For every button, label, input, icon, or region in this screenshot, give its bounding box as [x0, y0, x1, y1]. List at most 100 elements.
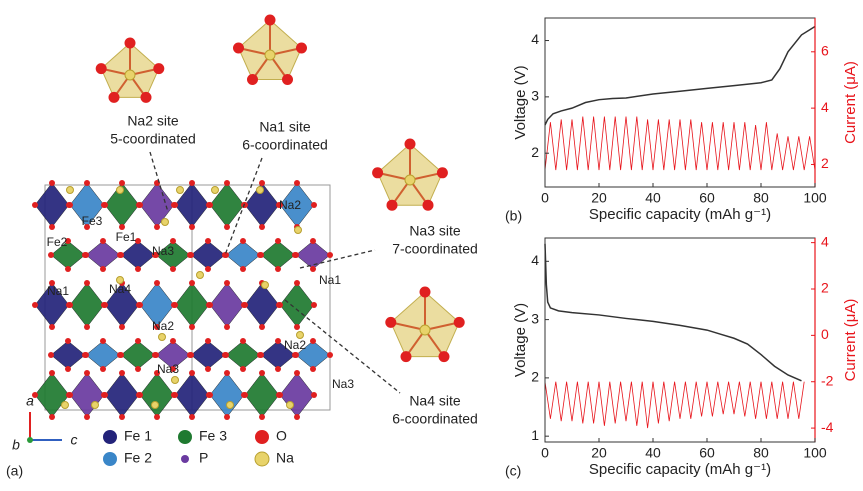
oxygen: [207, 302, 213, 308]
oxygen: [205, 266, 211, 272]
oxygen: [258, 352, 264, 358]
y2-tick-label: 4: [821, 233, 829, 249]
legend-swatch: [103, 452, 117, 466]
y2-tick-label: 6: [821, 43, 829, 59]
legend-swatch: [103, 430, 117, 444]
site-name: Na1 site: [259, 119, 311, 135]
current-line: [545, 117, 815, 171]
oxygen: [258, 252, 264, 258]
oxygen: [154, 280, 160, 286]
oxygen: [311, 302, 317, 308]
y-tick-label: 2: [531, 144, 539, 160]
oxygen: [172, 202, 178, 208]
atom-label: Fe1: [116, 230, 137, 244]
oxygen: [119, 370, 125, 376]
oxygen: [310, 338, 316, 344]
y2-tick-label: 4: [821, 99, 829, 115]
oxygen: [49, 224, 55, 230]
oxygen: [205, 238, 211, 244]
atom-label: Na2: [152, 319, 174, 333]
axis-name: a: [26, 393, 34, 409]
oxygen: [240, 238, 246, 244]
atom-label: Fe3: [82, 214, 103, 228]
sodium: [295, 227, 302, 234]
polyhedron: [191, 341, 225, 369]
legend-label: Fe 1: [124, 428, 152, 444]
oxygen: [84, 414, 90, 420]
polyhedron: [70, 283, 104, 327]
atom-label: Fe2: [47, 235, 68, 249]
oxygen: [125, 38, 136, 49]
polyhedron: [226, 341, 260, 369]
oxygen: [294, 414, 300, 420]
oxygen: [311, 202, 317, 208]
oxygen: [189, 180, 195, 186]
y-tick-label: 3: [531, 88, 539, 104]
oxygen: [439, 351, 450, 362]
polyhedron: [245, 283, 279, 327]
sodium: [257, 187, 264, 194]
x-tick-label: 100: [803, 445, 827, 461]
oxygen: [83, 252, 89, 258]
atom-label: Na2: [279, 198, 301, 212]
oxygen: [84, 280, 90, 286]
polyhedron: [35, 183, 69, 227]
polyhedron: [86, 241, 120, 269]
legend-swatch: [178, 430, 192, 444]
oxygen: [207, 392, 213, 398]
oxygen: [100, 266, 106, 272]
oxygen: [224, 224, 230, 230]
oxygen: [170, 338, 176, 344]
x-tick-label: 20: [591, 445, 607, 461]
x-tick-label: 60: [699, 190, 715, 206]
oxygen: [205, 366, 211, 372]
axis-name: c: [71, 432, 78, 448]
oxygen: [224, 324, 230, 330]
oxygen: [296, 43, 307, 54]
oxygen: [224, 280, 230, 286]
x-tick-label: 0: [541, 445, 549, 461]
oxygen: [189, 280, 195, 286]
oxygen: [387, 200, 398, 211]
oxygen: [207, 202, 213, 208]
legend-swatch: [255, 452, 269, 466]
oxygen: [233, 43, 244, 54]
legend-label: Na: [276, 450, 294, 466]
sodium: [67, 187, 74, 194]
polyhedron: [296, 241, 330, 269]
sodium: [212, 187, 219, 194]
oxygen: [137, 392, 143, 398]
polyhedron: [175, 283, 209, 327]
sodium: [152, 402, 159, 409]
atom-label: Na2: [284, 338, 306, 352]
oxygen: [275, 366, 281, 372]
y2-tick-label: -2: [821, 372, 834, 388]
sodium: [162, 219, 169, 226]
oxygen: [188, 252, 194, 258]
sodium: [62, 402, 69, 409]
oxygen: [137, 302, 143, 308]
oxygen: [67, 392, 73, 398]
oxygen: [172, 392, 178, 398]
oxygen: [65, 366, 71, 372]
polyhedron: [191, 241, 225, 269]
polyhedron: [86, 341, 120, 369]
y-tick-label: 1: [531, 427, 539, 443]
oxygen: [310, 238, 316, 244]
oxygen: [259, 414, 265, 420]
oxygen: [224, 414, 230, 420]
oxygen: [277, 302, 283, 308]
atom-label: Na3: [332, 377, 354, 391]
polyhedron: [121, 341, 155, 369]
oxygen: [242, 302, 248, 308]
oxygen: [224, 180, 230, 186]
oxygen: [170, 266, 176, 272]
oxygen: [32, 302, 38, 308]
oxygen: [240, 338, 246, 344]
panel-label: (c): [505, 463, 521, 479]
sodium: [262, 282, 269, 289]
x-axis-title: Specific capacity (mAh g⁻¹): [589, 206, 771, 223]
site-name: Na2 site: [127, 113, 179, 129]
oxygen: [102, 392, 108, 398]
oxygen: [240, 366, 246, 372]
